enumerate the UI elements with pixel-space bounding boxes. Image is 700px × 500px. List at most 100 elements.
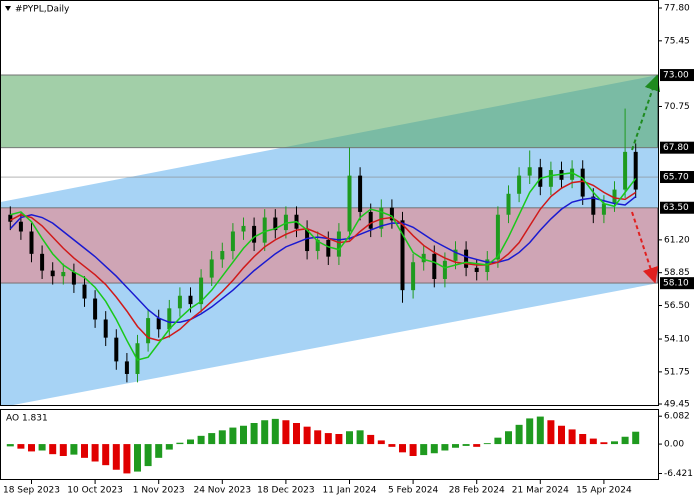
ao-bar — [240, 425, 247, 445]
candle-body — [61, 272, 66, 277]
ao-bar — [144, 444, 152, 467]
candle-body — [347, 175, 352, 232]
ao-bar — [165, 444, 173, 450]
x-tick-label: 10 Oct 2023 — [67, 486, 123, 496]
x-tick-label: 18 Sep 2023 — [3, 486, 60, 496]
candle-body — [474, 267, 479, 272]
candle-body — [252, 225, 257, 243]
level-label: 65.70 — [663, 173, 689, 183]
candle-body — [495, 214, 500, 260]
ao-bar — [494, 437, 502, 445]
ao-bar — [536, 416, 544, 445]
candle-body — [124, 361, 129, 374]
candle-body — [146, 318, 151, 344]
ao-bar — [123, 444, 131, 474]
y-tick-label: 75.45 — [664, 36, 690, 46]
ao-bar — [367, 434, 375, 445]
candle-body — [421, 253, 426, 263]
candle-body — [18, 221, 23, 232]
candle-body — [612, 189, 617, 204]
ao-bar — [282, 420, 290, 445]
level-badge — [660, 69, 694, 82]
candle-body — [50, 270, 55, 277]
candle-body — [538, 167, 543, 187]
candle-body — [241, 225, 246, 232]
ao-bar — [388, 444, 396, 447]
level-label: 73.00 — [663, 71, 689, 81]
ao-bar — [558, 425, 565, 445]
candle-body — [8, 214, 13, 222]
ao-bar — [81, 444, 88, 458]
y-tick-label: 51.75 — [664, 367, 690, 377]
y-tick-label: 49.45 — [664, 400, 690, 410]
alligator-line — [10, 172, 637, 361]
ao-bar — [271, 418, 279, 445]
ao-bar — [229, 427, 237, 445]
ao-panel — [6, 416, 640, 474]
candle-body — [517, 175, 522, 194]
level-badge — [660, 141, 694, 154]
level-badge — [660, 171, 694, 184]
candle-body — [262, 217, 267, 243]
ao-bar — [70, 444, 78, 455]
candle-body — [273, 217, 278, 231]
ao-bar — [632, 431, 640, 445]
candle-body — [453, 249, 458, 261]
level-label: 58.10 — [663, 279, 689, 289]
main-frame — [0, 0, 659, 406]
ao-bar — [430, 444, 438, 454]
ao-bar — [335, 434, 343, 445]
title-icon — [5, 6, 11, 11]
ao-bar — [377, 440, 385, 445]
candle-body — [199, 277, 204, 305]
candle-body — [29, 231, 34, 254]
candle-body — [188, 295, 193, 305]
level-label: 67.80 — [663, 143, 689, 153]
candle-body — [358, 175, 363, 212]
candle-body — [464, 249, 469, 268]
ao-bar — [250, 423, 258, 445]
ao-bar — [293, 423, 300, 445]
ao-bar — [473, 444, 481, 447]
ao-bar — [176, 442, 184, 445]
ao-bar — [197, 435, 205, 445]
candle-body — [591, 196, 596, 215]
candle-body — [432, 253, 437, 279]
x-tick-label: 11 Jan 2024 — [323, 486, 377, 496]
ao-bar — [49, 444, 57, 455]
candle-body — [389, 207, 394, 221]
candle-body — [93, 298, 98, 320]
ao-bar — [6, 444, 14, 447]
ao-bar — [91, 444, 99, 462]
ao-bar — [17, 444, 25, 449]
ao-bar — [452, 444, 459, 448]
candle-body — [400, 220, 405, 291]
candle-body — [177, 295, 182, 309]
y-tick-label: 58.85 — [664, 268, 690, 278]
y-tick-label: 61.20 — [664, 235, 690, 245]
y-tick-label: 77.80 — [664, 4, 690, 14]
candle-body — [336, 231, 341, 257]
ao-tick-label: -6.421 — [664, 469, 693, 479]
candle-body — [442, 260, 447, 279]
ao-tick-label: 6.082 — [664, 412, 690, 422]
ao-bar — [462, 444, 470, 446]
ao-bar — [303, 426, 311, 445]
candle-body — [209, 259, 214, 278]
ao-bar — [515, 424, 523, 445]
ao-bar — [568, 429, 576, 445]
up-arrow — [631, 74, 661, 151]
ao-bar — [187, 439, 194, 445]
ao-bar — [261, 420, 269, 445]
down-arrow — [631, 211, 659, 284]
axes: 73.00 67.80 65.70 63.50 58.10 77.80 75.45 70.75… — [3, 4, 694, 496]
candle-body — [548, 170, 553, 187]
candle-body — [315, 239, 320, 252]
candle-body — [411, 262, 416, 291]
x-tick-label: 24 Nov 2023 — [193, 486, 251, 496]
candle-body — [114, 337, 119, 362]
ao-bar — [134, 444, 141, 472]
main-panel — [0, 74, 658, 405]
candle-body — [570, 168, 575, 180]
level-label: 63.50 — [663, 203, 689, 213]
